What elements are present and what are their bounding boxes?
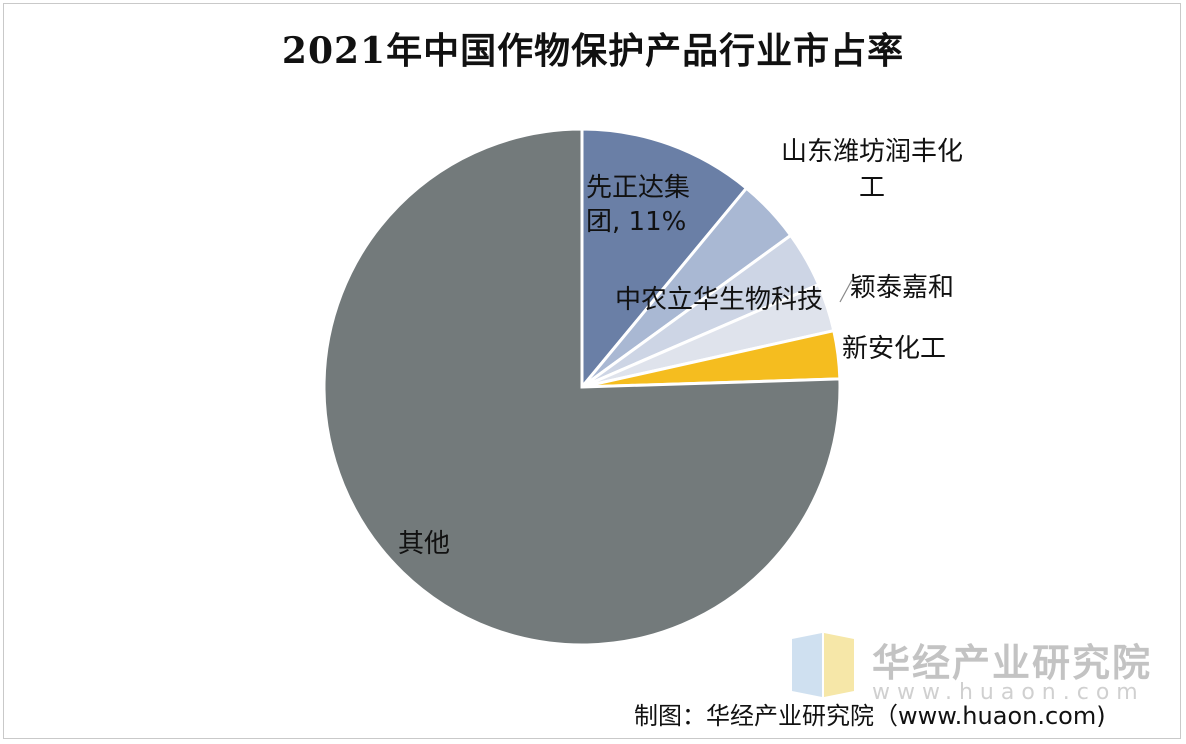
slice-label-2: 山东潍坊润丰化工 [781, 137, 963, 203]
chart-title: 2021年中国作物保护产品行业市占率 [281, 30, 905, 72]
pie-slice-1 [580, 127, 749, 392]
slice-label-6: 其他 [398, 529, 450, 559]
watermark-url: www.huaon.com [872, 680, 1145, 705]
slice-label-5: 新安化工 [842, 334, 946, 364]
slice-label-4: 颖泰嘉和 [850, 273, 954, 303]
leader-line [839, 279, 853, 303]
source-note: 制图：华经产业研究院（www.huaon.com) [634, 702, 1106, 730]
slice-label-1: 先正达集团, 11% [586, 173, 690, 237]
watermark-brand: 华经产业研究院 [872, 641, 1153, 685]
chart-frame [3, 3, 1181, 739]
pie-slice-6 [322, 127, 842, 647]
watermark-logo-icon [792, 633, 854, 697]
slice-label-3: 中农立华生物科技 [615, 285, 823, 315]
